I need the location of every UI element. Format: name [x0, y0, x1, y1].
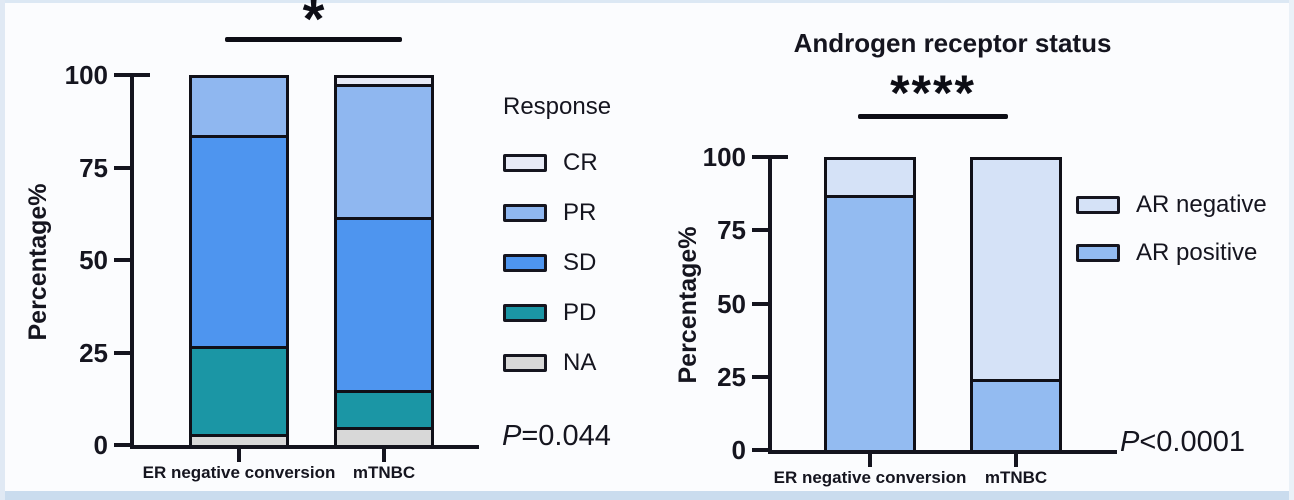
legend-items: AR negative AR positive [1076, 191, 1267, 266]
segment-pr [337, 83, 431, 218]
y-tick [114, 165, 130, 170]
y-tick-label: 25 [717, 361, 746, 392]
legend-title: Response [503, 93, 612, 120]
segment-pd [337, 389, 431, 427]
legend-swatch-pr [503, 203, 547, 222]
segment-pr [192, 78, 286, 135]
legend-swatch-ar-positive [1076, 243, 1120, 262]
legend-item: NA [503, 349, 611, 376]
plot-area: 100 75 50 25 0 ER negative conversion mTNBC [65, 60, 479, 482]
legend-item: CR [503, 149, 611, 176]
y-tick [752, 228, 768, 233]
segment-ar-negative [827, 160, 913, 195]
legend-label: PD [563, 299, 597, 326]
legend-item: PR [503, 199, 611, 226]
x-tick [868, 454, 872, 467]
y-tick [752, 374, 768, 379]
chart-title: Androgen receptor status [793, 28, 1112, 58]
bar-er-negative-conversion [824, 157, 916, 450]
legend-swatch-pd [503, 303, 547, 322]
y-tick [114, 350, 130, 355]
y-tick [752, 155, 768, 159]
significance-stars: * [302, 0, 325, 50]
legend-label: CR [563, 149, 598, 176]
legend-items: CR PR SD PD NA [503, 149, 611, 376]
axis-cap-icon [768, 155, 788, 159]
y-tick [752, 448, 768, 452]
legend-label: SD [563, 249, 597, 276]
plot-area: 100 75 50 25 0 ER negative conversion mTNBC [703, 142, 1117, 487]
significance-line [858, 114, 1008, 119]
x-tick [382, 449, 386, 462]
legend-label: AR positive [1136, 239, 1258, 266]
legend: Response CR PR SD PD NA [503, 94, 611, 402]
legend-label: NA [563, 349, 597, 376]
legend-swatch-cr [503, 153, 547, 172]
axis-cap-icon [130, 73, 150, 77]
y-tick [752, 301, 768, 306]
legend-label: AR negative [1136, 191, 1267, 218]
y-tick [114, 443, 130, 447]
y-tick-label: 50 [79, 245, 108, 275]
y-tick [114, 258, 130, 262]
y-tick-label: 50 [717, 288, 746, 319]
segment-ar-positive [973, 378, 1059, 450]
x-category-label: ER negative conversion [773, 468, 967, 487]
y-tick [114, 73, 130, 77]
y-tick-label: 75 [79, 152, 108, 183]
legend-item: AR positive [1076, 239, 1267, 266]
segment-pd [192, 345, 286, 434]
x-category-label: mTNBC [352, 463, 416, 482]
segment-sd [192, 134, 286, 346]
segment-ar-negative [973, 160, 1059, 379]
bar-er-negative-conversion [189, 75, 289, 445]
x-tick [237, 449, 241, 462]
y-tick-label: 0 [731, 435, 746, 465]
y-tick-label: 100 [64, 60, 108, 90]
y-tick-label: 0 [93, 430, 108, 460]
legend-swatch-ar-negative [1076, 195, 1120, 214]
y-tick-label: 25 [79, 337, 108, 368]
p-value: P=0.044 [502, 420, 611, 452]
x-category-label: ER negative conversion [142, 463, 336, 482]
bar-mtnbc [334, 75, 434, 445]
y-tick-label: 100 [702, 142, 746, 172]
segment-na [337, 426, 431, 445]
legend-item: AR negative [1076, 191, 1267, 218]
bar-mtnbc [970, 157, 1062, 450]
segment-cr [337, 78, 431, 84]
legend-item: PD [503, 299, 611, 326]
segment-sd [337, 217, 431, 390]
significance-stars: **** [890, 65, 976, 121]
x-tick [1014, 454, 1018, 467]
legend-swatch-sd [503, 253, 547, 272]
legend-swatch-na [503, 353, 547, 372]
segment-na [192, 433, 286, 445]
significance-line [225, 37, 402, 42]
segment-ar-positive [827, 194, 913, 450]
legend: AR negative AR positive [1076, 191, 1267, 290]
y-tick-label: 75 [717, 215, 746, 246]
p-value: P<0.0001 [1120, 426, 1245, 458]
x-category-label: mTNBC [984, 468, 1048, 487]
legend-item: SD [503, 249, 611, 276]
legend-label: PR [563, 199, 597, 226]
